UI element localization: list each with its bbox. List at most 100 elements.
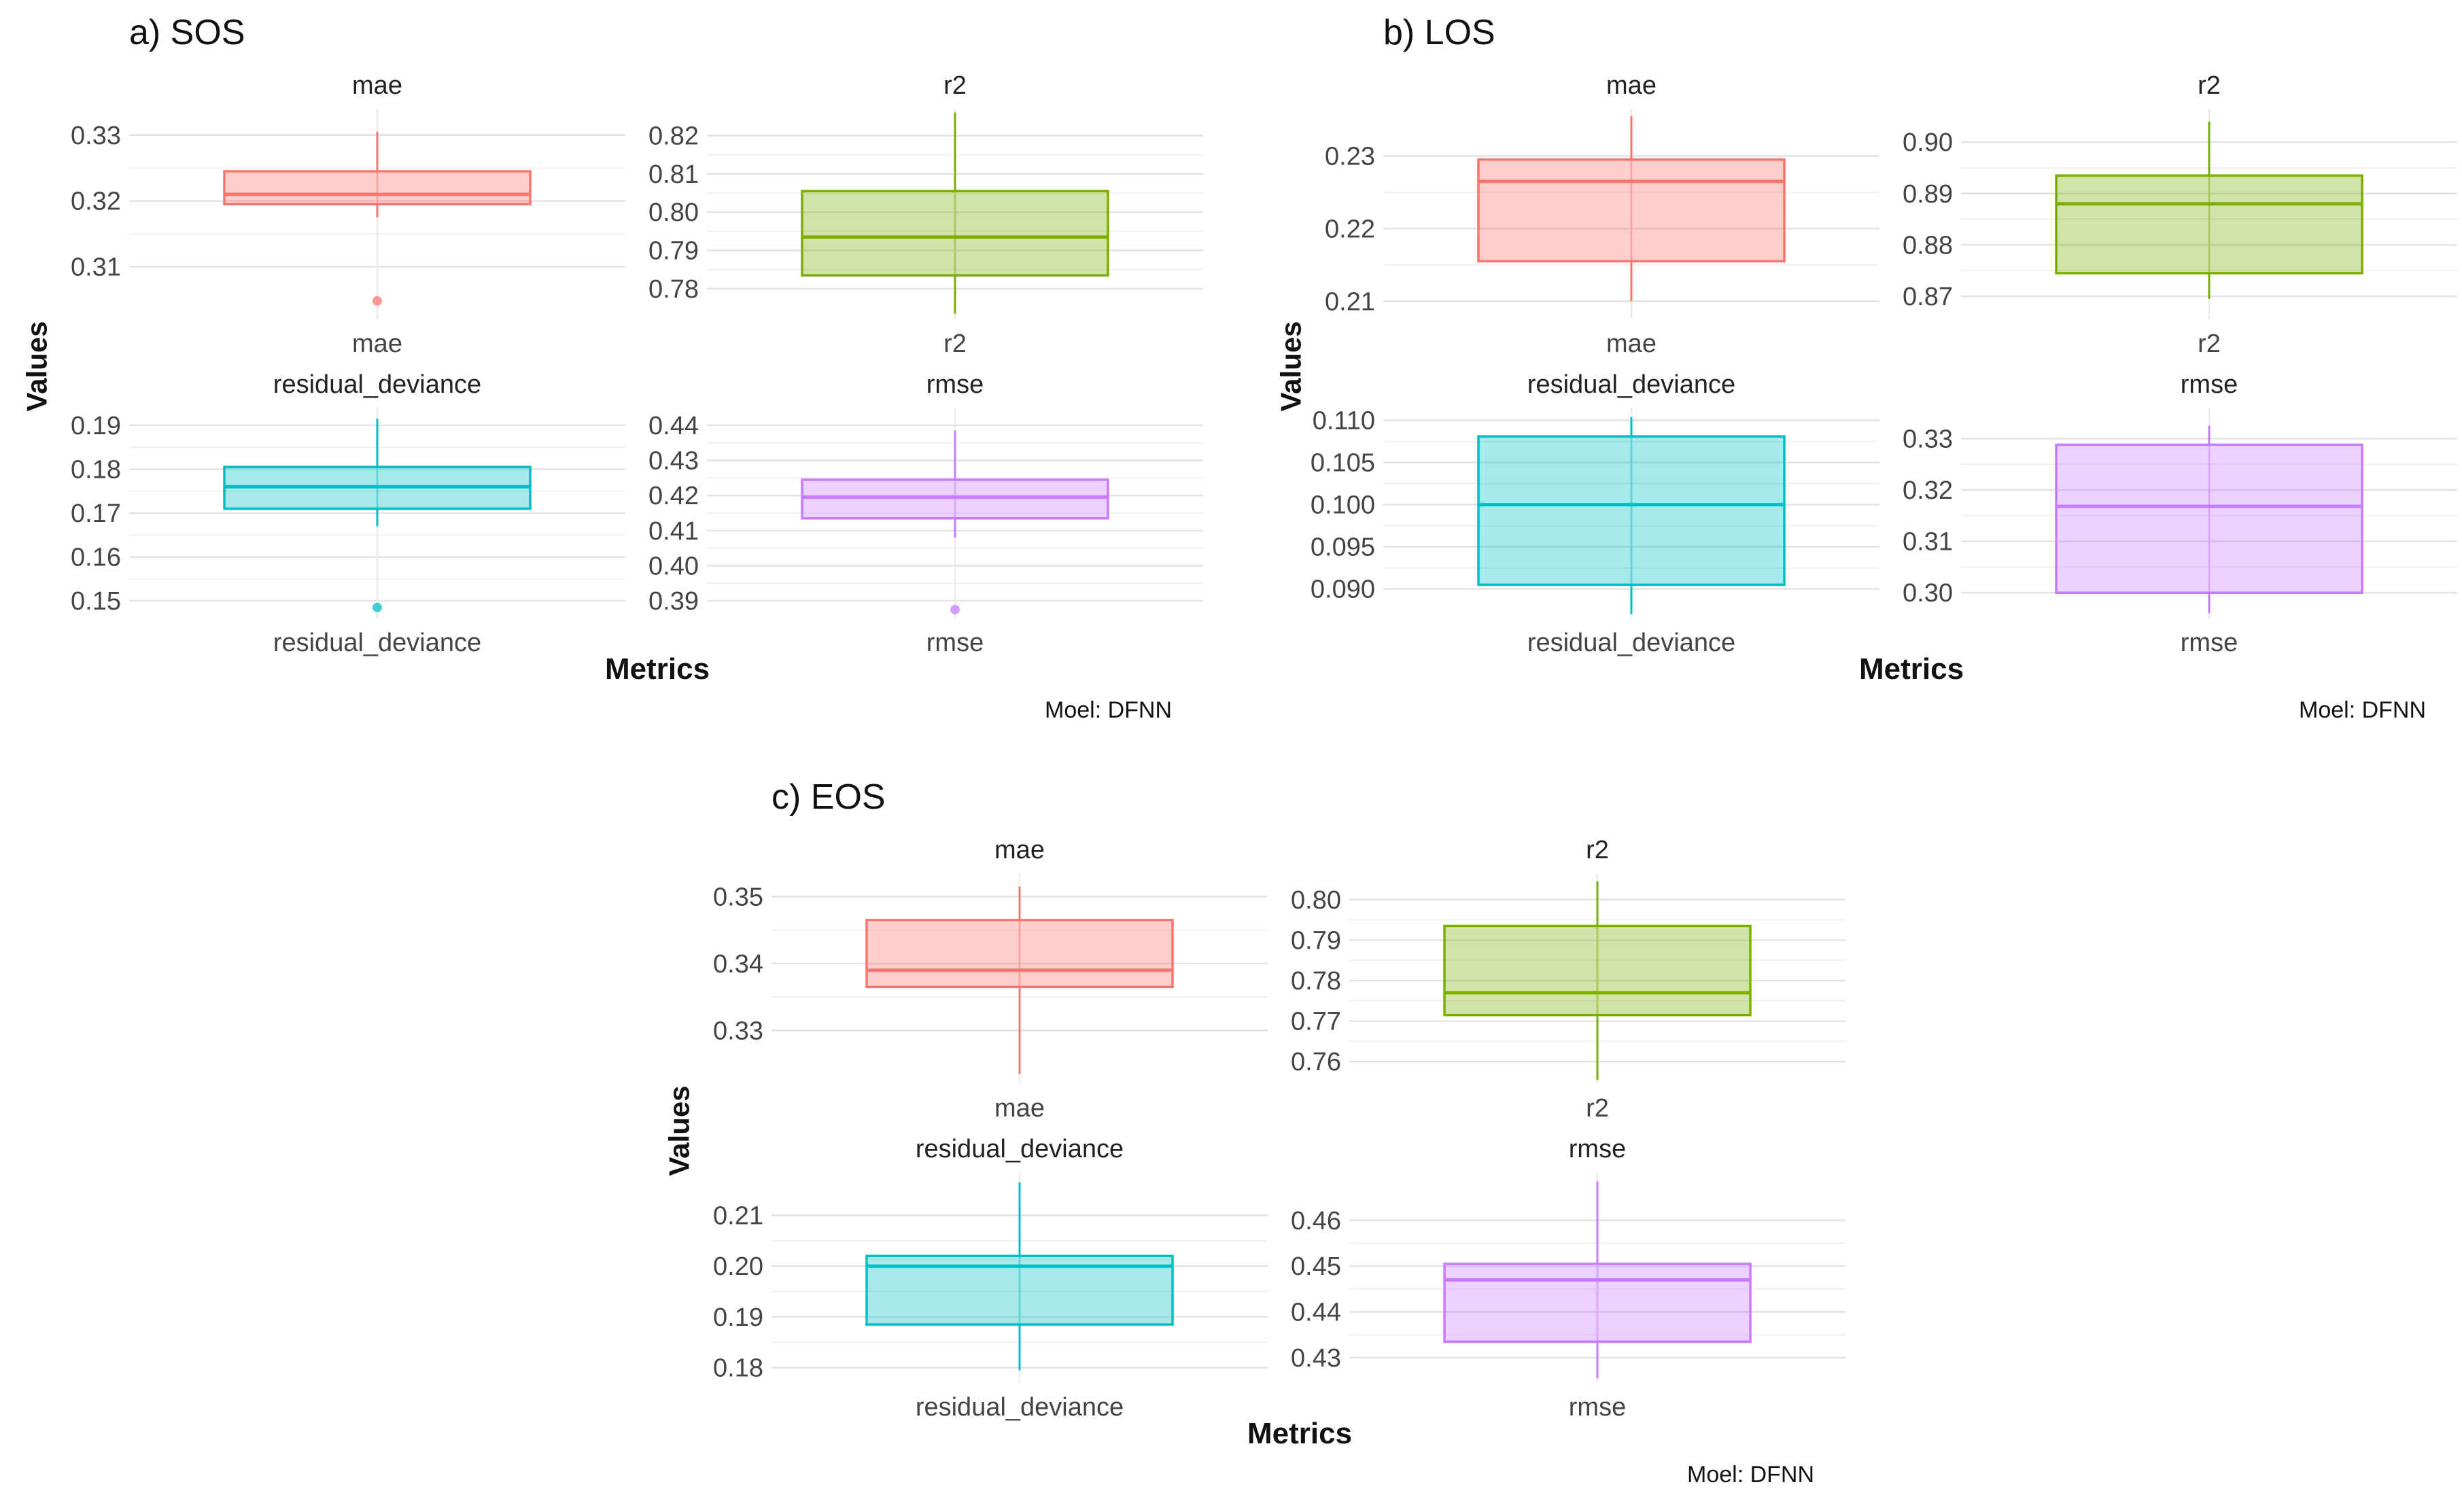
y-tick-label: 0.35 — [713, 883, 763, 911]
x-tick-label: r2 — [1586, 1094, 1609, 1123]
y-tick-label: 0.78 — [1291, 967, 1341, 996]
y-tick-label: 0.90 — [1903, 128, 1953, 157]
facet-sos-residual_deviance: 0.150.160.170.180.19residual_devianceres… — [71, 370, 625, 657]
x-tick-label: r2 — [943, 330, 967, 358]
y-tick-label: 0.22 — [1325, 215, 1375, 243]
y-tick-label: 0.44 — [1291, 1299, 1341, 1327]
y-tick-label: 0.79 — [1291, 926, 1341, 955]
facet-eos-residual_deviance: 0.180.190.200.21residual_devianceresidua… — [713, 1135, 1268, 1422]
facet-strip-title: rmse — [926, 370, 984, 399]
y-tick-label: 0.80 — [648, 198, 699, 227]
facet-strip-title: rmse — [2181, 370, 2238, 399]
x-tick-label: r2 — [2198, 330, 2221, 358]
y-axis-label-eos: Values — [663, 1085, 695, 1176]
facet-eos-r2: 0.76 0.77 0.78 0.79 0.80 r2 r2 — [1291, 836, 1845, 1123]
y-tick-label: 0.80 — [1291, 886, 1341, 915]
outlier-point — [950, 605, 960, 615]
y-tick-label: 0.32 — [71, 188, 121, 216]
x-tick-label: residual_deviance — [916, 1393, 1124, 1422]
outlier-point — [372, 602, 382, 612]
iqr-box — [865, 919, 1174, 989]
y-tick-label: 0.100 — [1311, 491, 1375, 520]
y-tick-label: 0.33 — [713, 1017, 763, 1045]
iqr-box — [1443, 1263, 1752, 1343]
y-tick-label: 0.44 — [648, 412, 699, 440]
iqr-box — [2055, 443, 2363, 594]
y-tick-label: 0.42 — [648, 482, 699, 510]
y-tick-label: 0.82 — [648, 122, 699, 150]
y-tick-label: 0.79 — [648, 237, 699, 266]
y-tick-label: 0.89 — [1903, 180, 1953, 209]
iqr-box — [2055, 174, 2363, 275]
y-tick-label: 0.19 — [71, 412, 121, 440]
panel-eos-svg: 0.33 0.34 0.35 mae mae 0.76 0.77 0.78 0.79 0.80 r2… — [713, 836, 1845, 1422]
y-tick-label: 0.20 — [713, 1252, 763, 1281]
y-axis-label-los: Values — [1275, 321, 1307, 412]
y-tick-label: 0.21 — [713, 1201, 763, 1230]
x-tick-label: rmse — [2181, 629, 2238, 657]
facet-strip-title: residual_deviance — [1527, 370, 1735, 399]
facet-eos-rmse: 0.43 0.44 0.45 0.46 rmse rmse — [1291, 1135, 1845, 1422]
y-tick-label: 0.40 — [648, 552, 699, 581]
panel-title-los: b) LOS — [1383, 13, 1495, 52]
y-tick-label: 0.110 — [1313, 407, 1375, 436]
y-tick-label: 0.78 — [648, 275, 699, 304]
facet-sos-rmse: 0.39 0.40 0.41 0.42 0.43 0.44 rmse rmse — [648, 370, 1203, 657]
caption-los: Moel: DFNN — [2299, 697, 2427, 723]
caption-sos: Moel: DFNN — [1045, 697, 1173, 723]
iqr-box — [1443, 924, 1752, 1017]
x-tick-label: rmse — [1569, 1393, 1626, 1422]
outlier-point — [372, 296, 382, 306]
x-tick-label: rmse — [926, 629, 984, 657]
x-tick-label: residual_deviance — [273, 629, 481, 657]
y-tick-label: 0.45 — [1291, 1252, 1341, 1281]
y-tick-label: 0.16 — [71, 544, 121, 572]
y-tick-label: 0.88 — [1903, 231, 1953, 260]
iqr-box — [801, 190, 1109, 277]
facet-eos-mae: 0.33 0.34 0.35 mae mae — [713, 836, 1268, 1123]
facet-strip-title: residual_deviance — [273, 370, 481, 399]
y-tick-label: 0.33 — [1903, 425, 1953, 453]
x-axis-label-sos: Metrics — [605, 652, 710, 686]
y-tick-label: 0.33 — [71, 122, 121, 150]
x-tick-label: residual_deviance — [1527, 629, 1735, 657]
y-tick-label: 0.32 — [1903, 476, 1953, 505]
y-tick-label: 0.87 — [1903, 283, 1953, 311]
facet-strip-title: mae — [352, 71, 402, 100]
x-axis-label-eos: Metrics — [1247, 1417, 1353, 1450]
y-tick-label: 0.41 — [648, 517, 699, 546]
y-tick-label: 0.18 — [713, 1354, 763, 1383]
facet-strip-title: mae — [994, 836, 1045, 864]
facet-strip-title: r2 — [2198, 71, 2221, 100]
panel-title-eos: c) EOS — [771, 777, 886, 817]
y-tick-label: 0.34 — [713, 950, 763, 979]
y-tick-label: 0.21 — [1325, 287, 1375, 316]
y-tick-label: 0.77 — [1291, 1008, 1341, 1036]
iqr-box — [223, 170, 532, 206]
y-tick-label: 0.23 — [1325, 142, 1375, 171]
caption-eos: Moel: DFNN — [1687, 1462, 1815, 1488]
panel-sos-svg: 0.31 0.32 0.33 mae mae 0.78 0.79 0.80 0.81 0.82 r2… — [71, 71, 1203, 657]
y-tick-label: 0.43 — [1291, 1344, 1341, 1373]
y-tick-label: 0.095 — [1311, 533, 1375, 562]
facet-strip-title: rmse — [1569, 1135, 1626, 1163]
facet-los-residual_deviance: 0.090 0.095 0.100 0.105 0.110 residual_devian… — [1311, 370, 1879, 657]
iqr-box — [801, 478, 1109, 520]
facet-sos-mae: 0.31 0.32 0.33 mae mae — [71, 71, 625, 358]
facet-strip-title: residual_deviance — [916, 1135, 1124, 1163]
y-tick-label: 0.15 — [71, 587, 121, 616]
x-tick-label: mae — [1606, 330, 1657, 358]
x-axis-label-los: Metrics — [1859, 652, 1964, 686]
y-tick-label: 0.46 — [1291, 1207, 1341, 1235]
facet-strip-title: r2 — [1586, 836, 1609, 864]
facet-strip-title: r2 — [943, 71, 967, 100]
facet-los-r2: 0.87 0.88 0.89 0.90 r2 r2 — [1903, 71, 2457, 358]
y-tick-label: 0.31 — [1903, 528, 1953, 557]
y-tick-label: 0.105 — [1311, 449, 1375, 478]
y-tick-label: 0.43 — [648, 447, 699, 476]
y-tick-label: 0.30 — [1903, 579, 1953, 608]
y-axis-label-sos: Values — [20, 321, 53, 412]
x-tick-label: mae — [352, 330, 402, 358]
facet-strip-title: mae — [1606, 71, 1657, 100]
